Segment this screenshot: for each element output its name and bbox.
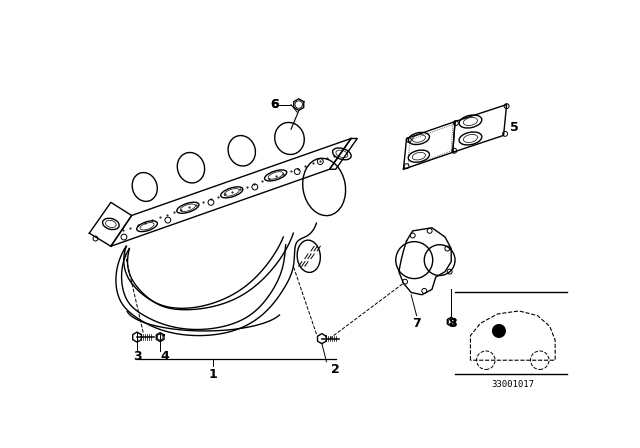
Text: 5: 5	[510, 121, 518, 134]
Text: 7: 7	[412, 317, 421, 330]
Text: 8: 8	[449, 317, 457, 330]
Text: 1: 1	[208, 367, 217, 381]
Text: 4: 4	[161, 350, 169, 363]
Text: 6: 6	[270, 98, 278, 111]
Text: 33001017: 33001017	[492, 380, 534, 389]
Text: 3: 3	[132, 350, 141, 363]
Text: 6: 6	[270, 98, 278, 111]
Text: 2: 2	[332, 363, 340, 376]
Circle shape	[493, 325, 505, 337]
